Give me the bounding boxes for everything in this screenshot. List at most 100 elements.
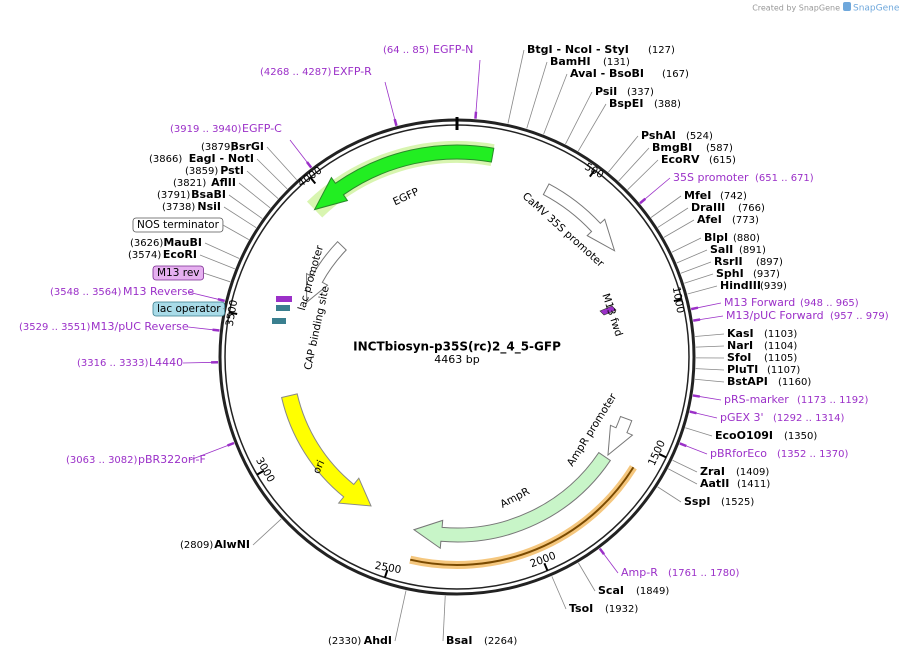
site-position: (388) bbox=[654, 99, 681, 110]
site-name: AatII bbox=[700, 477, 729, 490]
site-position: (615) bbox=[709, 155, 736, 166]
logo bbox=[843, 2, 851, 11]
site-name: BsrGI bbox=[231, 140, 264, 153]
site-name: PshAI bbox=[641, 129, 676, 142]
primer-range: (3316 .. 3333) bbox=[77, 358, 149, 369]
primer-name: EGFP-C bbox=[242, 122, 282, 135]
site-leader bbox=[672, 459, 698, 473]
site-position: (766) bbox=[738, 203, 765, 214]
site-leader bbox=[687, 285, 718, 295]
primer-range: (3548 .. 3564) bbox=[50, 287, 122, 298]
site-name: PluTI bbox=[727, 363, 758, 376]
site-position: (939) bbox=[760, 281, 787, 292]
lac-op-mark bbox=[276, 305, 290, 311]
primer-leader bbox=[694, 302, 722, 309]
primer-mark bbox=[692, 394, 701, 398]
site-position: (1525) bbox=[721, 497, 754, 508]
egfp-arrow bbox=[313, 144, 495, 211]
site-position: (131) bbox=[603, 57, 630, 68]
site-position: (880) bbox=[733, 233, 760, 244]
primer-name: 35S promoter bbox=[673, 171, 749, 184]
tick-label: 4000 bbox=[296, 164, 325, 189]
site-name: EcoRV bbox=[661, 153, 700, 166]
site-leader bbox=[238, 182, 271, 209]
site-leader bbox=[507, 49, 525, 124]
site-leader bbox=[199, 254, 236, 270]
site-leader bbox=[657, 486, 682, 503]
primer-name: Amp-R bbox=[621, 566, 658, 579]
site-leader bbox=[694, 378, 725, 383]
site-position: (773) bbox=[732, 215, 759, 226]
primer-leader bbox=[182, 361, 215, 364]
tick-mark bbox=[309, 176, 317, 185]
site-position: (3738) bbox=[162, 202, 195, 213]
site-leader bbox=[565, 91, 593, 145]
tick-mark bbox=[229, 311, 238, 315]
site-position: (1104) bbox=[764, 341, 797, 352]
primer-mark bbox=[679, 442, 687, 448]
site-name: BsaBI bbox=[191, 188, 226, 201]
primer-name: pRS-marker bbox=[724, 393, 789, 406]
site-position: (1849) bbox=[636, 586, 669, 597]
site-name: BamHI bbox=[550, 55, 591, 68]
site-leader bbox=[695, 368, 725, 371]
site-name: MauBI bbox=[163, 236, 202, 249]
site-leader bbox=[668, 468, 698, 485]
primer-name: L4440 bbox=[149, 356, 183, 369]
primer-range: (1292 .. 1314) bbox=[773, 413, 845, 424]
site-position: (3821) bbox=[173, 178, 206, 189]
site-leader bbox=[663, 219, 695, 238]
site-leader bbox=[650, 195, 682, 218]
boxed-label: M13 rev bbox=[157, 267, 200, 279]
amp-r-primer-line bbox=[409, 466, 635, 566]
site-position: (1409) bbox=[736, 467, 769, 478]
site-name: MfeI bbox=[684, 189, 711, 202]
site-leader bbox=[228, 194, 263, 219]
ampr-promoter-arrow bbox=[607, 415, 634, 457]
site-position: (1411) bbox=[737, 479, 770, 490]
primer-leader bbox=[697, 315, 724, 321]
m13-fwd-mark bbox=[599, 305, 617, 316]
site-leader bbox=[266, 146, 297, 181]
tick-mark bbox=[589, 169, 596, 178]
primer-mark bbox=[474, 111, 478, 119]
site-name: EcoRI bbox=[163, 248, 197, 261]
tick-mark bbox=[658, 453, 667, 459]
site-position: (3866) bbox=[149, 154, 182, 165]
boxed-leader bbox=[222, 224, 250, 240]
primer-range: (957 .. 979) bbox=[830, 311, 889, 322]
site-position: (3879) bbox=[201, 142, 234, 153]
primer-mark bbox=[227, 441, 235, 447]
site-position: (897) bbox=[756, 257, 783, 268]
site-name: BlpI bbox=[704, 231, 728, 244]
logo-text: SnapGene bbox=[853, 4, 900, 14]
boxed-label: lac operator bbox=[157, 303, 221, 315]
tick-label: 2500 bbox=[374, 560, 402, 576]
tick-mark bbox=[256, 469, 265, 476]
site-leader bbox=[695, 345, 725, 348]
site-position: (587) bbox=[706, 143, 733, 154]
site-name: EcoO109I bbox=[715, 429, 773, 442]
primer-leader bbox=[187, 326, 216, 331]
site-position: (891) bbox=[739, 245, 766, 256]
camv-arrow bbox=[542, 183, 616, 252]
site-position: (1350) bbox=[784, 431, 817, 442]
site-position: (1107) bbox=[767, 365, 800, 376]
site-leader bbox=[685, 427, 713, 437]
site-name: TsoI bbox=[569, 602, 593, 615]
site-position: (1160) bbox=[778, 377, 811, 388]
boxed-leader bbox=[203, 272, 231, 283]
site-name: SphI bbox=[716, 267, 744, 280]
primer-range: (1173 .. 1192) bbox=[797, 395, 869, 406]
primer-mark bbox=[212, 328, 220, 332]
site-leader bbox=[256, 158, 288, 190]
primer-name: M13/pUC Forward bbox=[726, 309, 824, 322]
site-name: ScaI bbox=[598, 584, 624, 597]
site-leader bbox=[252, 518, 282, 546]
site-name: SalI bbox=[710, 243, 733, 256]
site-leader bbox=[695, 333, 725, 337]
primer-name: pBRforEco bbox=[710, 447, 767, 460]
site-name: NarI bbox=[727, 339, 753, 352]
tick-mark bbox=[383, 569, 389, 578]
site-name: AflII bbox=[211, 176, 236, 189]
